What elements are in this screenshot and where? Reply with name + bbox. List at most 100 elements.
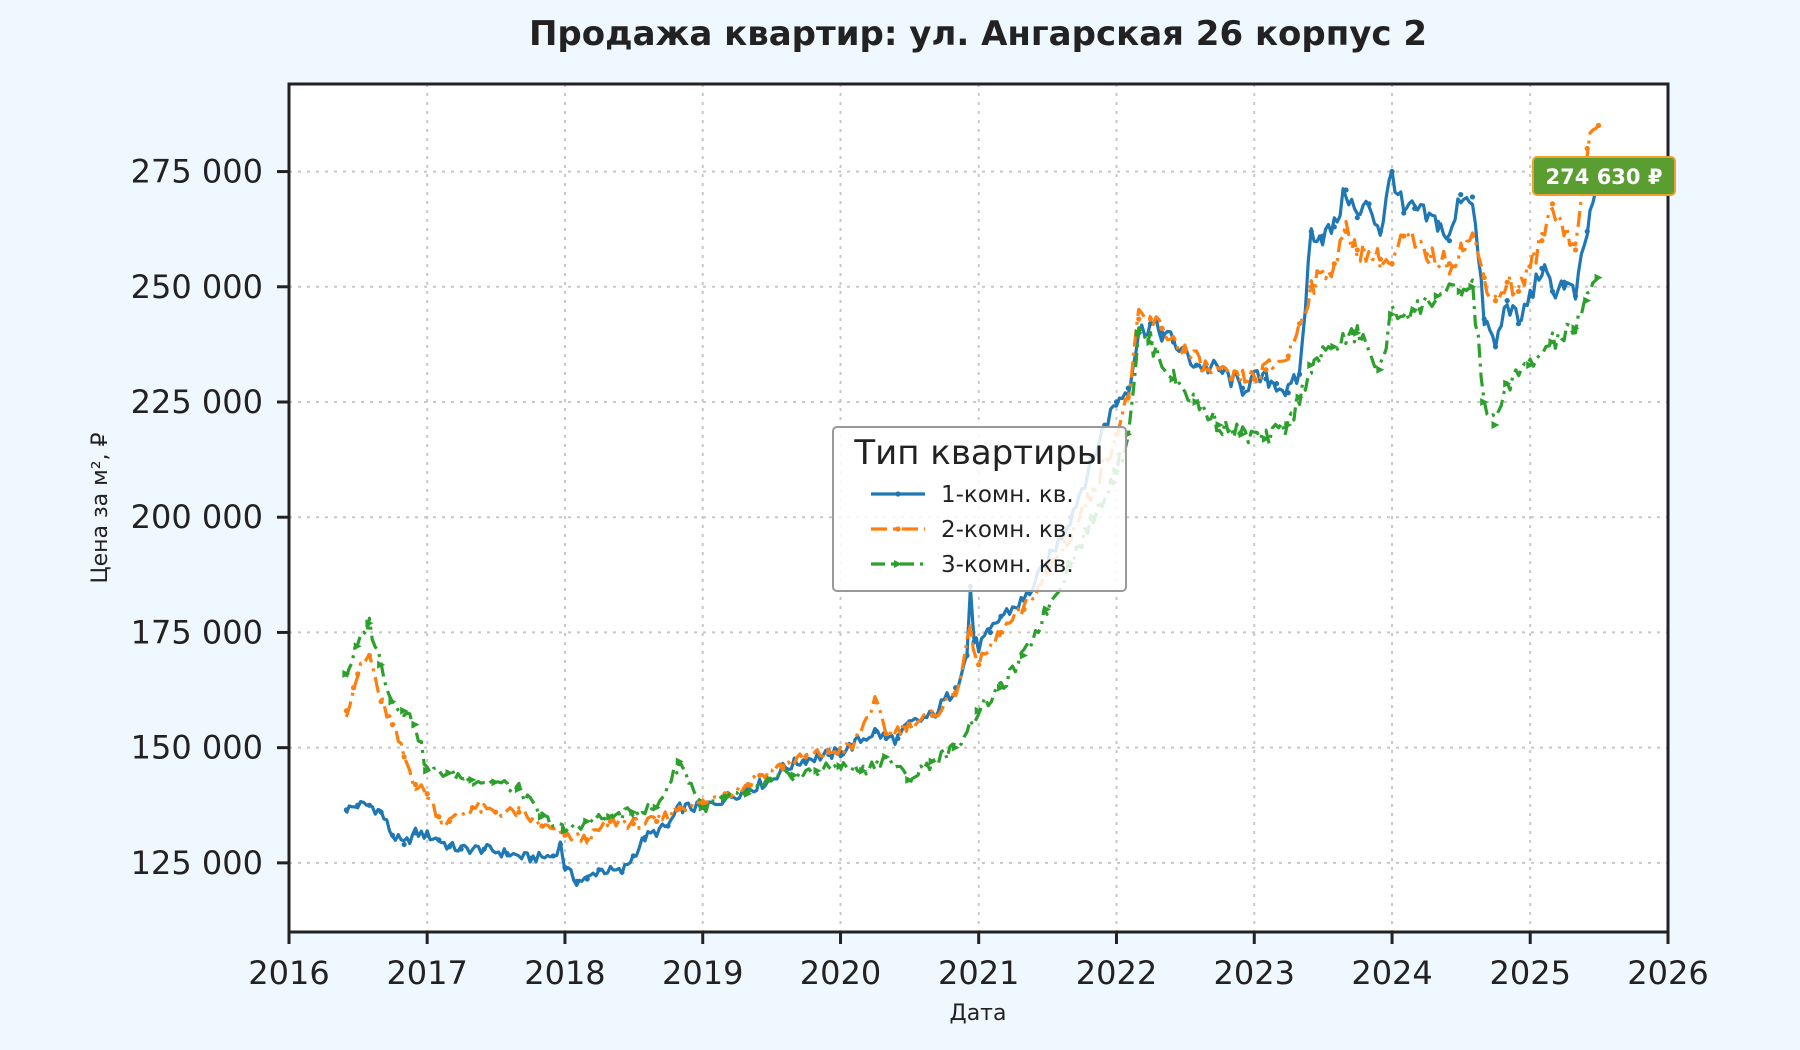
series-point [436,814,442,820]
series-point [468,775,477,784]
series-point [539,823,545,829]
series-point [1446,238,1453,244]
y-axis-label: Цена за м², ₽ [88,432,113,583]
x-tick-label: 2025 [1489,954,1570,992]
series-point [1594,273,1603,282]
series-point [446,818,453,824]
series-point [1134,328,1143,337]
series-point [1263,376,1269,382]
series-point [665,823,671,829]
series-point [976,662,982,668]
series-point [423,766,432,775]
series-point [412,830,419,836]
series-point [967,629,973,636]
series-point [504,851,510,857]
series-point [562,864,568,871]
y-tick-label: 150 000 [131,729,263,767]
series-point [469,804,476,811]
series-point [1572,293,1579,299]
series-point [1021,606,1027,612]
series-point [1388,310,1397,319]
series-point [930,712,936,718]
series-point [355,671,361,677]
legend-marker [895,491,901,497]
series-point [1389,261,1395,267]
series-point [642,834,648,841]
series-point [1215,421,1224,430]
series-point [557,841,564,848]
series-point [1285,353,1291,359]
series-point [1169,374,1178,383]
series-point [996,683,1005,692]
y-tick-label: 250 000 [131,268,263,306]
series-point [1423,215,1430,221]
series-point [872,698,878,705]
series-point [1548,338,1557,347]
series-point [721,794,730,803]
series-point [1147,316,1154,322]
series-point [987,629,993,636]
series-point [389,832,396,838]
series-point [883,731,889,737]
series-point [1561,279,1567,285]
x-tick-label: 2016 [248,954,329,992]
series-point [1401,233,1407,239]
y-tick-label: 225 000 [131,383,263,421]
series-point [882,752,891,761]
series-point [1584,228,1590,235]
series-point [607,818,613,824]
series-point [630,821,636,827]
series-point [355,802,361,808]
series-point [446,844,453,850]
series-point [630,853,636,859]
legend-items: 1-комн. кв. 2-комн. кв. 3-комн. кв. [871,482,1074,578]
series-point [1353,328,1362,337]
series-point [757,772,763,778]
series-point [895,735,901,742]
series-point [813,766,822,775]
series-point [516,809,522,815]
series-point [1296,371,1303,377]
series-point [700,800,706,806]
series-point [1376,365,1385,374]
series-point [951,743,960,752]
series-point [906,722,912,728]
series-point [744,789,753,798]
series-point [377,660,386,669]
series-point [652,803,661,812]
series-point [677,804,683,811]
series-point [1435,219,1441,225]
series-point [378,809,384,815]
series-point [1515,288,1522,294]
series-point [872,728,878,735]
series-point [1572,247,1579,253]
legend-marker [894,560,902,568]
series-point [560,826,569,835]
series-point [1273,380,1280,387]
series-point [1527,293,1533,299]
series-point [1504,298,1510,304]
legend-marker [895,526,901,532]
series-point [1423,251,1430,258]
series-point [1571,324,1580,333]
series-point [424,832,430,838]
series-point [1205,367,1211,373]
series-point [1125,385,1131,391]
series-point [389,722,396,728]
series-point [1295,393,1304,402]
series-point [1433,292,1442,300]
series-point [527,855,533,861]
series-point [411,720,420,729]
y-tick-label: 275 000 [131,153,263,191]
series-point [1491,421,1500,430]
series-point [1307,361,1316,370]
series-point [905,775,914,784]
series-point [1296,321,1303,327]
series-point [342,669,351,678]
series-point [849,745,855,751]
series-point [1343,187,1349,193]
x-axis-label: Дата [950,1001,1007,1026]
axes: 2016 2017 2018 2019 2020 2021 2022 2023 2024 2025… [131,153,1709,992]
series-point [1284,421,1293,430]
legend-box [832,426,1127,592]
